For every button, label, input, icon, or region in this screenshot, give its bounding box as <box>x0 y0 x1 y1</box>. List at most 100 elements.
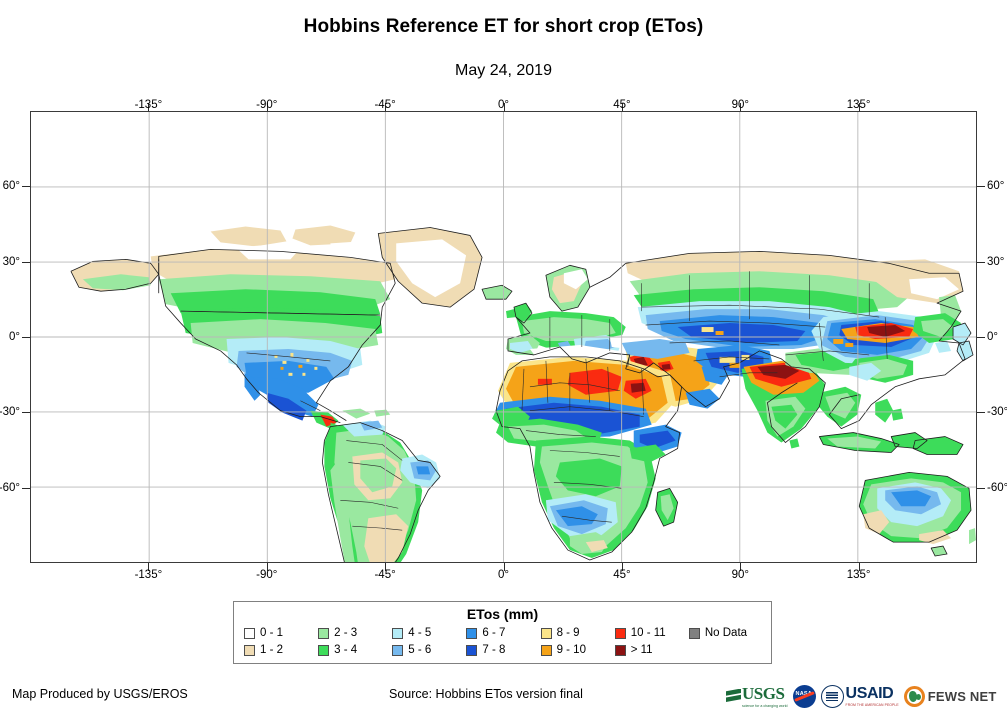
page-title: Hobbins Reference ET for short crop (ETo… <box>303 16 704 37</box>
y-tickmark <box>977 487 985 489</box>
fews-globe-icon <box>903 685 925 707</box>
legend-label: 2 - 3 <box>334 627 358 639</box>
usgs-logo-text: USGS <box>742 684 785 703</box>
legend-label: 10 - 11 <box>630 627 666 639</box>
y-axis-tick-right: -30° <box>987 406 1007 419</box>
legend-item[interactable]: 9 - 10 <box>540 642 615 659</box>
legend-item[interactable]: 5 - 6 <box>392 642 466 659</box>
x-axis-tick-bottom: -135° <box>134 569 163 581</box>
legend-label: 9 - 10 <box>556 644 586 656</box>
x-tickmark <box>385 103 387 111</box>
legend-swatch <box>614 645 626 656</box>
legend-item[interactable]: 0 - 1 <box>244 625 318 642</box>
legend-label: 1 - 2 <box>260 644 284 656</box>
x-tickmark <box>621 103 623 111</box>
x-tickmark <box>266 563 268 571</box>
legend-label: 4 - 5 <box>408 627 432 639</box>
y-tickmark <box>977 337 985 338</box>
usaid-tagline: FROM THE AMERICAN PEOPLE <box>845 703 899 707</box>
y-axis-tick-left: 0° <box>9 331 20 343</box>
legend-swatch <box>466 645 478 656</box>
x-tickmark <box>266 103 268 111</box>
legend-item[interactable]: 6 - 7 <box>466 625 540 642</box>
y-tickmark <box>22 261 30 263</box>
legend-swatch <box>614 628 626 639</box>
x-tickmark <box>740 103 742 111</box>
usaid-seal-icon <box>820 684 844 708</box>
x-tickmark <box>385 563 387 571</box>
x-axis-tick-top: 0° <box>498 99 509 111</box>
legend-label: > 11 <box>630 644 653 656</box>
legend-label: 3 - 4 <box>334 644 358 656</box>
legend-swatch <box>318 628 330 639</box>
legend-swatch <box>392 645 404 656</box>
footer-producer: Map Produced by USGS/EROS <box>12 687 188 701</box>
legend-items: 0 - 1 1 - 2 2 - 3 3 - 4 4 - 5 5 - 6 6 - … <box>234 622 771 659</box>
legend-item[interactable]: 8 - 9 <box>540 625 615 642</box>
x-axis-tick-bottom: 90° <box>731 569 749 581</box>
x-axis-tick-top: 90° <box>731 99 749 111</box>
legend-swatch <box>318 645 330 656</box>
y-tickmark <box>977 261 985 263</box>
x-axis-tick-bottom: 0° <box>498 569 509 581</box>
y-axis-tick-left: 30° <box>2 255 20 268</box>
nasa-meatball-icon: NASA <box>792 684 816 708</box>
legend-item[interactable]: 4 - 5 <box>392 625 466 642</box>
x-tickmark <box>148 563 150 571</box>
x-axis-tick-bottom: 45° <box>613 569 631 581</box>
x-axis-tick-bottom: -45° <box>374 569 396 581</box>
y-tickmark <box>22 186 30 188</box>
legend-label: 0 - 1 <box>260 627 284 639</box>
legend-swatch <box>244 628 255 639</box>
legend-item[interactable]: 7 - 8 <box>466 642 540 659</box>
legend-label: 6 - 7 <box>482 627 506 639</box>
x-axis-tick-top: 45° <box>613 99 631 111</box>
graticule-grid <box>31 112 976 562</box>
legend-label: 5 - 6 <box>408 644 432 656</box>
fews-globe-inner-icon <box>906 688 922 704</box>
y-tickmark <box>22 337 30 338</box>
legend-label: 8 - 9 <box>556 627 580 639</box>
x-axis-tick-top: -90° <box>256 99 278 111</box>
footer-source: Source: Hobbins ETos version final <box>389 687 583 701</box>
x-tickmark <box>858 563 860 571</box>
usgs-wave-icon <box>726 688 741 702</box>
legend-swatch <box>466 628 478 639</box>
legend-item[interactable]: 2 - 3 <box>318 625 392 642</box>
legend-item[interactable]: 10 - 11 <box>614 625 689 642</box>
x-tickmark <box>503 103 505 111</box>
legend-swatch <box>540 645 552 656</box>
world-map <box>31 112 976 562</box>
x-tickmark <box>740 563 742 571</box>
usaid-seal-stripes <box>826 691 839 701</box>
fews-net-logo: FEWS NET <box>903 683 997 709</box>
legend-label: No Data <box>704 627 748 639</box>
y-axis-tick-right: 0° <box>987 331 998 343</box>
usaid-logo-text: USAID <box>845 685 894 702</box>
x-axis-tick-top: -135° <box>134 99 163 111</box>
y-axis-tick-left: -30° <box>0 406 20 419</box>
legend-item[interactable]: No Data <box>688 625 763 642</box>
usgs-logo: USGS science for a changing world <box>726 683 788 709</box>
x-tickmark <box>503 563 505 571</box>
legend-item[interactable]: > 11 <box>614 642 689 659</box>
nasa-logo: NASA <box>792 683 816 709</box>
map-plot-area[interactable] <box>30 111 977 563</box>
x-axis-tick-top: -45° <box>374 99 396 111</box>
y-axis-tick-left: 60° <box>2 180 20 193</box>
map-legend: ETos (mm) 0 - 1 1 - 2 2 - 3 3 - 4 4 - 5 … <box>233 601 772 664</box>
page-subtitle: May 24, 2019 <box>455 62 552 79</box>
y-axis-tick-right: 60° <box>987 180 1005 193</box>
legend-swatch <box>392 628 404 639</box>
legend-item[interactable]: 3 - 4 <box>318 642 392 659</box>
y-tickmark <box>22 487 30 489</box>
legend-item[interactable]: 1 - 2 <box>244 642 318 659</box>
usgs-tagline: science for a changing world <box>742 704 788 708</box>
legend-item-empty <box>689 642 763 659</box>
y-axis-tick-left: -60° <box>0 481 20 494</box>
x-tickmark <box>621 563 623 571</box>
x-tickmark <box>858 103 860 111</box>
x-axis-tick-bottom: 135° <box>846 569 871 581</box>
legend-swatch <box>688 628 700 639</box>
legend-label: 7 - 8 <box>482 644 506 656</box>
